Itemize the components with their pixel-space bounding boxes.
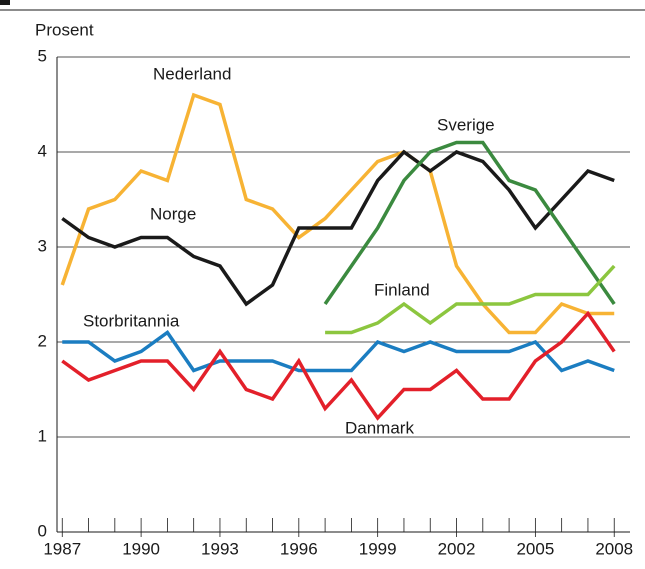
series-label: Nederland [153,64,231,83]
x-tick-label: 1987 [43,539,81,558]
top-fragment [0,0,10,5]
y-tick-label: 1 [38,426,47,445]
series-label: Storbritannia [83,311,180,330]
y-tick-label: 3 [38,236,47,255]
series-label: Norge [150,204,196,223]
series-line [325,264,616,335]
x-tick-label: 2005 [516,539,554,558]
x-tick-label: 1990 [122,539,160,558]
series-line [60,92,615,335]
series-line [323,140,616,305]
y-tick-label: 0 [38,521,47,540]
y-axis-label: Prosent [35,20,94,39]
x-tick-label: 1996 [280,539,318,558]
series-label: Danmark [345,418,414,437]
y-tick-label: 5 [38,46,47,65]
x-tick-label: 2002 [438,539,476,558]
y-tick-label: 2 [38,331,47,350]
series-label: Finland [374,280,430,299]
series-label: Sverige [437,115,495,134]
y-tick-label: 4 [38,141,47,160]
x-tick-label: 1999 [359,539,397,558]
x-tick-label: 1993 [201,539,239,558]
series-line [61,310,616,421]
series-line [61,149,615,307]
x-tick-label: 2008 [595,539,633,558]
series-line [62,330,615,373]
